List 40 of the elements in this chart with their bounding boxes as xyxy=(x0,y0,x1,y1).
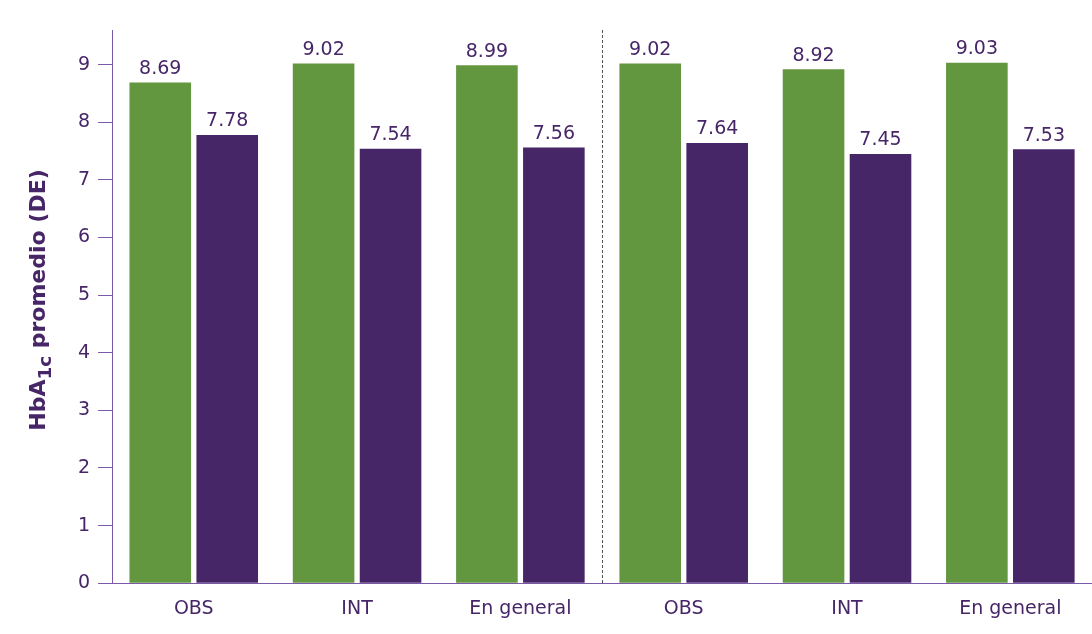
x-tick-label: En general xyxy=(469,595,572,618)
bar xyxy=(456,65,518,583)
bar xyxy=(849,153,912,583)
bar xyxy=(359,148,422,583)
bar xyxy=(619,63,682,583)
data-label: 9.02 xyxy=(302,36,345,59)
y-tick-label: 7 xyxy=(77,166,91,189)
y-tick-label: 8 xyxy=(77,109,91,132)
bar xyxy=(523,147,585,583)
x-tick-label: En general xyxy=(959,595,1062,618)
data-label: 9.02 xyxy=(629,36,672,59)
y-tick-label: 0 xyxy=(77,570,91,593)
y-tick-label: 6 xyxy=(77,224,91,247)
bar xyxy=(782,69,845,583)
x-tick-label: OBS xyxy=(173,595,214,618)
data-label: 7.78 xyxy=(206,108,249,131)
y-tick-label: 1 xyxy=(77,512,91,535)
data-label: 7.45 xyxy=(859,127,902,150)
y-tick-label: 5 xyxy=(77,282,91,305)
bar xyxy=(292,63,355,583)
data-label: 7.64 xyxy=(696,116,739,139)
y-tick-label: 2 xyxy=(77,454,91,477)
bar xyxy=(1013,149,1075,583)
data-label: 7.53 xyxy=(1022,122,1065,145)
data-label: 7.56 xyxy=(532,120,576,143)
y-tick-label: 9 xyxy=(77,51,91,74)
bar xyxy=(686,142,748,583)
y-tick-label: 3 xyxy=(77,397,91,420)
data-label: 8.69 xyxy=(139,55,182,78)
data-label: 7.54 xyxy=(369,122,412,145)
x-tick-label: INT xyxy=(341,595,374,618)
data-label: 8.99 xyxy=(465,38,509,61)
x-tick-label: INT xyxy=(831,595,864,618)
data-label: 8.92 xyxy=(792,42,835,65)
bar xyxy=(196,134,259,583)
x-tick-label: OBS xyxy=(663,595,704,618)
y-tick-label: 4 xyxy=(77,339,91,362)
data-label: 9.03 xyxy=(955,36,999,59)
bar xyxy=(946,62,1008,583)
bar xyxy=(129,82,192,583)
